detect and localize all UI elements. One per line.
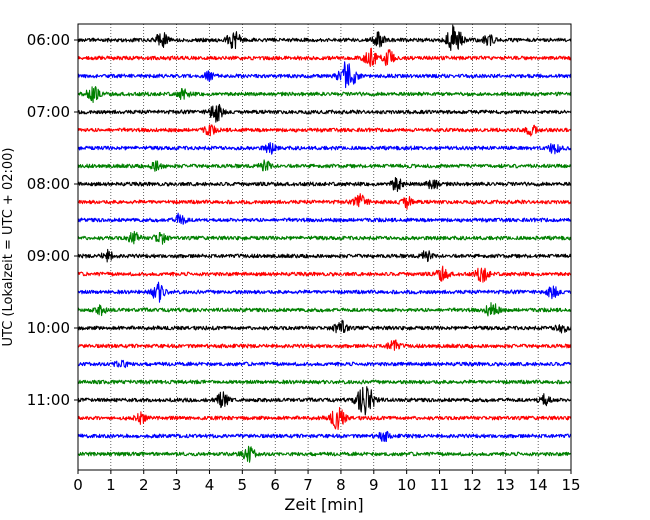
- x-tick-label: 11: [430, 476, 449, 494]
- y-tick-label: 10:00: [27, 319, 70, 337]
- x-tick-label: 7: [303, 476, 313, 494]
- trace-0945: [77, 302, 572, 317]
- x-tick-label: 15: [561, 476, 580, 494]
- x-tick-label: 13: [496, 476, 515, 494]
- y-tick-label: 09:00: [27, 247, 70, 265]
- trace-0915: [77, 265, 572, 283]
- trace-1030: [77, 359, 572, 369]
- x-axis-label: Zeit [min]: [284, 495, 363, 514]
- trace-1145: [77, 445, 572, 463]
- plot-background: [78, 24, 571, 470]
- y-axis-ticks: 06:00 07:00 08:00 09:00 10:00 11:00: [27, 31, 78, 409]
- trace-0845: [77, 230, 572, 245]
- x-tick-label: 12: [463, 476, 482, 494]
- x-tick-label: 14: [529, 476, 548, 494]
- x-tick-label: 0: [73, 476, 83, 494]
- trace-0815: [77, 193, 572, 210]
- y-tick-label: 08:00: [27, 175, 70, 193]
- trace-1130: [77, 430, 572, 443]
- trace-0630: [77, 61, 572, 89]
- trace-1000: [77, 319, 572, 334]
- x-tick-label: 8: [336, 476, 346, 494]
- x-tick-label: 6: [270, 476, 280, 494]
- seismic-traces: [77, 24, 572, 463]
- y-tick-label: 07:00: [27, 103, 70, 121]
- trace-0700: [77, 103, 572, 123]
- trace-1100: [77, 386, 572, 416]
- trace-1045: [77, 379, 572, 385]
- trace-0800: [77, 177, 572, 192]
- x-tick-label: 9: [369, 476, 379, 494]
- trace-0600: [77, 24, 572, 51]
- trace-0730: [77, 141, 572, 155]
- trace-0900: [77, 248, 572, 263]
- trace-1115: [77, 406, 572, 431]
- trace-0615: [77, 47, 572, 67]
- trace-0745: [77, 159, 572, 172]
- trace-0645: [77, 86, 572, 104]
- plot-frame: [77, 23, 572, 471]
- vertical-grid: [110, 24, 539, 470]
- x-tick-label: 10: [397, 476, 416, 494]
- x-axis-ticks: 0 1 2 3 4 5 6 7 8 9 10 11 12 13 14 15: [73, 470, 581, 494]
- x-tick-label: 1: [106, 476, 116, 494]
- trace-0930: [77, 281, 572, 303]
- y-tick-label: 06:00: [27, 31, 70, 49]
- x-tick-label: 4: [205, 476, 215, 494]
- x-tick-label: 3: [172, 476, 182, 494]
- x-tick-label: 5: [238, 476, 248, 494]
- y-axis-label: UTC (Lokalzeit = UTC + 02:00): [1, 148, 16, 347]
- y-tick-label: 11:00: [27, 391, 70, 409]
- x-tick-label: 2: [139, 476, 149, 494]
- trace-0830: [77, 212, 572, 225]
- trace-1015: [77, 339, 572, 351]
- trace-0715: [77, 124, 572, 137]
